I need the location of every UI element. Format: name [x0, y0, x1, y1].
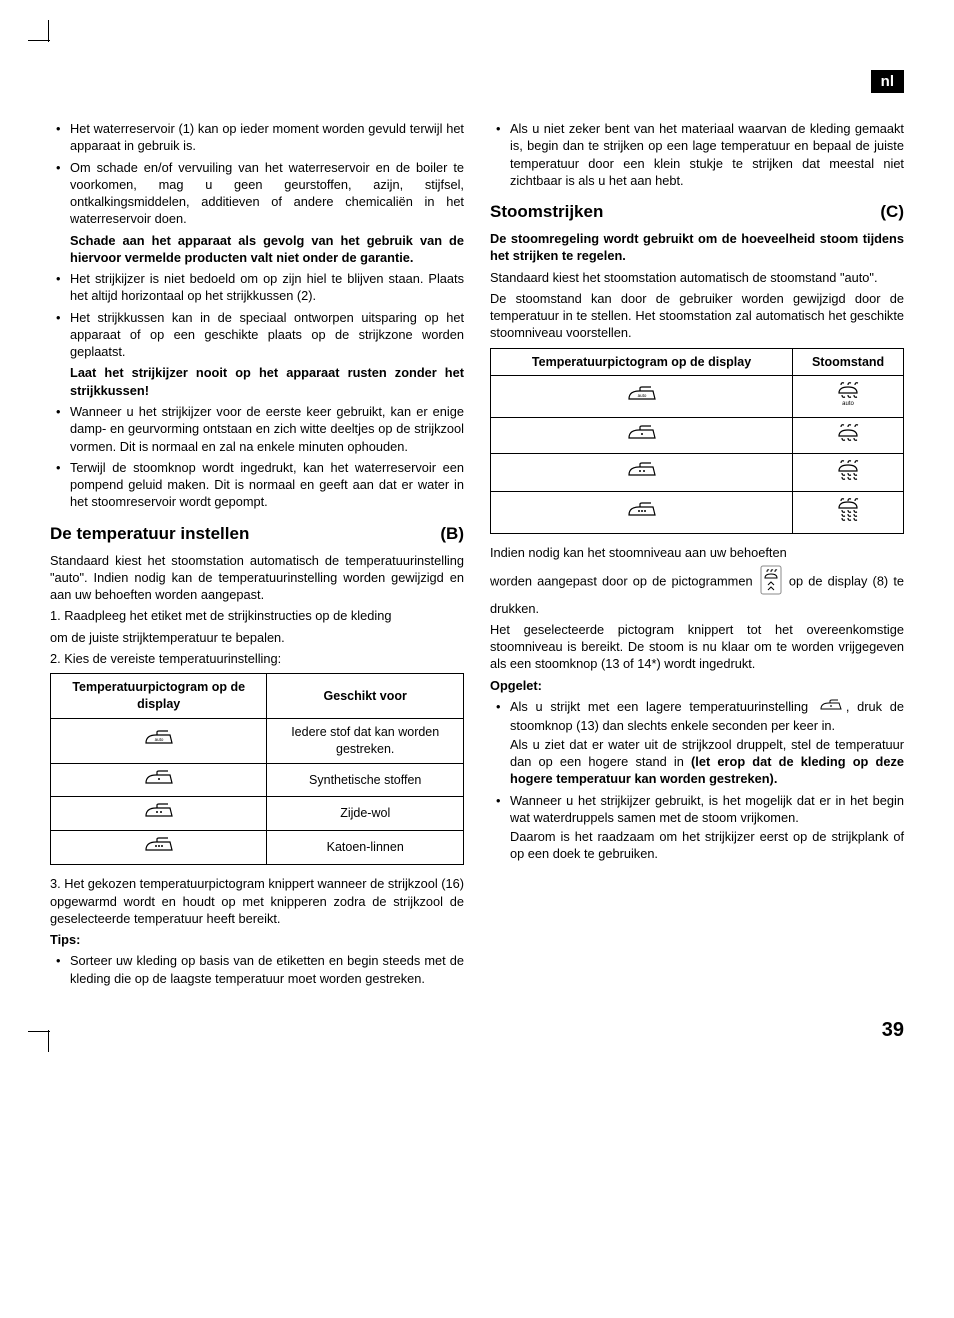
bullet: Terwijl de stoomknop wordt ingedrukt, ka…	[50, 459, 464, 511]
sub-paragraph: Daarom is het raadzaam om het strijkijze…	[510, 828, 904, 863]
table-row	[491, 492, 904, 534]
sub-paragraph: Als u ziet dat er water uit de strijkzoo…	[510, 736, 904, 788]
bullet: Als u strijkt met een lagere temperatuur…	[490, 698, 904, 788]
paragraph: worden aangepast door op de pictogrammen…	[490, 565, 904, 617]
left-column: Het waterreservoir (1) kan op ieder mome…	[50, 120, 464, 991]
opgelet-label: Opgelet:	[490, 677, 904, 694]
steam-low-icon	[833, 423, 863, 448]
table-header: Stoomstand	[793, 348, 904, 376]
iron-auto-icon: auto	[625, 385, 659, 408]
table-cell: Katoen-linnen	[267, 831, 464, 865]
table-row	[491, 454, 904, 492]
bullet: Wanneer u het strijkijzer gebruikt, is h…	[490, 792, 904, 863]
table-header: Geschikt voor	[267, 674, 464, 719]
right-column: Als u niet zeker bent van het materiaal …	[490, 120, 904, 991]
table-row	[491, 418, 904, 454]
iron-1dot-icon	[625, 424, 659, 447]
paragraph: Standaard kiest het stoomstation automat…	[50, 552, 464, 604]
bullet: Het waterreservoir (1) kan op ieder mome…	[50, 120, 464, 155]
tips-label: Tips:	[50, 931, 464, 948]
iron-2dot-icon	[625, 461, 659, 484]
section-ref: (B)	[440, 523, 464, 546]
warning-text: Schade aan het apparaat als gevolg van h…	[50, 232, 464, 267]
table-header: Temperatuurpictogram op de display	[51, 674, 267, 719]
table-cell: Iedere stof dat kan worden gestreken.	[267, 718, 464, 763]
text: Wanneer u het strijkijzer gebruikt, is h…	[510, 793, 904, 825]
iron-2dot-icon	[142, 802, 176, 825]
iron-auto-icon: auto	[142, 729, 176, 752]
paragraph: om de juiste strijktemperatuur te bepale…	[50, 629, 464, 646]
table-row: auto auto	[491, 376, 904, 418]
bullet: Het strijkijzer is niet bedoeld om op zi…	[50, 270, 464, 305]
paragraph: 1. Raadpleeg het etiket met de strijkins…	[50, 607, 464, 624]
steam-table: Temperatuurpictogram op de display Stoom…	[490, 348, 904, 534]
bullet: Wanneer u het strijkijzer voor de eerste…	[50, 403, 464, 455]
iron-1dot-icon	[142, 769, 176, 792]
paragraph: Standaard kiest het stoomstation automat…	[490, 269, 904, 286]
paragraph: 2. Kies de vereiste temperatuurinstellin…	[50, 650, 464, 667]
text: worden aangepast door op de pictogrammen	[490, 574, 753, 589]
paragraph: Het geselecteerde pictogram knippert tot…	[490, 621, 904, 673]
table-row: Synthetische stoffen	[51, 763, 464, 797]
section-ref: (C)	[880, 201, 904, 224]
section-heading-c: Stoomstrijken (C)	[490, 201, 904, 224]
paragraph: Indien nodig kan het stoomniveau aan uw …	[490, 544, 904, 561]
paragraph: 3. Het gekozen temperatuurpictogram knip…	[50, 875, 464, 927]
table-header: Temperatuurpictogram op de display	[491, 348, 793, 376]
steam-button-icon	[760, 565, 782, 599]
iron-3dot-icon	[625, 501, 659, 524]
paragraph: De stoomstand kan door de gebruiker word…	[490, 290, 904, 342]
svg-text:auto: auto	[637, 393, 646, 398]
bullet: Om schade en/of vervuiling van het water…	[50, 159, 464, 228]
iron-1dot-inline-icon	[818, 698, 844, 716]
section-heading-b: De temperatuur instellen (B)	[50, 523, 464, 546]
table-row: Katoen-linnen	[51, 831, 464, 865]
bullet: Als u niet zeker bent van het materiaal …	[490, 120, 904, 189]
page-number: 39	[50, 1019, 904, 1042]
table-cell: Synthetische stoffen	[267, 763, 464, 797]
steam-med-icon	[833, 459, 863, 486]
temperature-table: Temperatuurpictogram op de display Gesch…	[50, 673, 464, 865]
svg-text:auto: auto	[154, 737, 163, 742]
language-tag: nl	[871, 70, 904, 93]
section-title: De temperatuur instellen	[50, 523, 249, 546]
warning-text: Laat het strijkijzer nooit op het appara…	[50, 364, 464, 399]
section-title: Stoomstrijken	[490, 201, 603, 224]
table-row: Zijde-wol	[51, 797, 464, 831]
bullet: Sorteer uw kleding op basis van de etike…	[50, 952, 464, 987]
bullet: Het strijkkussen kan in de speciaal ontw…	[50, 309, 464, 361]
table-row: auto Iedere stof dat kan worden gestreke…	[51, 718, 464, 763]
paragraph-bold: De stoomregeling wordt gebruikt om de ho…	[490, 230, 904, 265]
steam-auto-icon: auto	[833, 381, 863, 412]
text: Als u strijkt met een lagere temperatuur…	[510, 699, 808, 714]
table-cell: Zijde-wol	[267, 797, 464, 831]
iron-3dot-icon	[142, 836, 176, 859]
svg-text:auto: auto	[842, 401, 854, 407]
steam-high-icon	[833, 497, 863, 528]
